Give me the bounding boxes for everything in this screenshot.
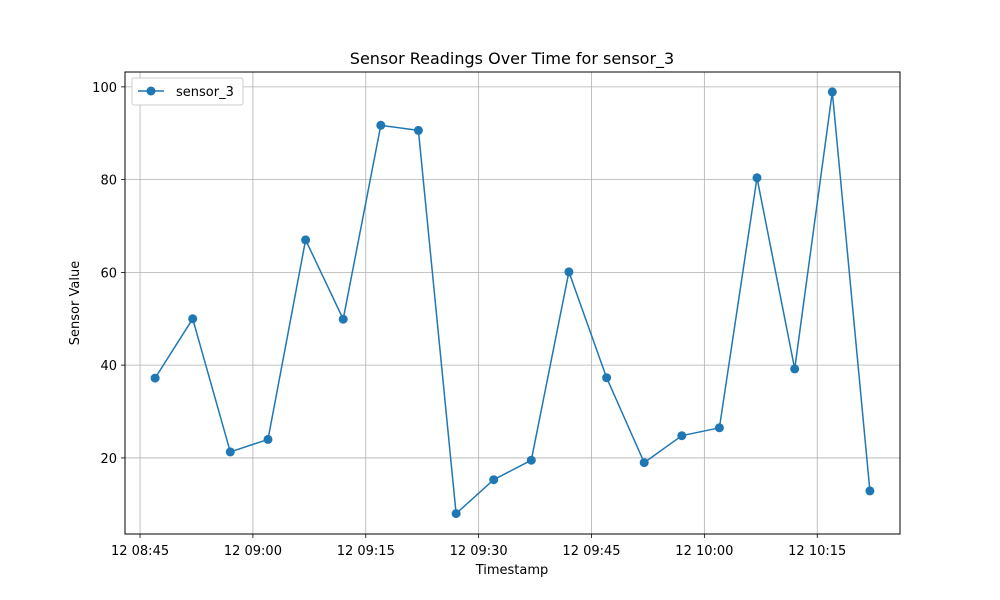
y-axis-label: Sensor Value [68,261,83,345]
x-axis-ticks: 12 08:45 12 09:00 12 09:15 12 09:30 12 09:45… [111,534,846,559]
legend-box [131,77,244,106]
x-tick-label: 12 10:00 [675,544,733,559]
legend-point-marker [146,86,156,96]
data-point [188,314,198,324]
data-point [639,458,649,468]
data-point [677,431,687,441]
x-tick-label: 12 09:30 [450,544,508,559]
x-tick-label: 12 09:15 [337,544,395,559]
y-tick-label: 100 [92,81,117,96]
data-point [413,125,423,135]
y-axis-ticks: 20 40 60 80 100 [92,81,125,467]
data-point [376,120,386,130]
data-point [263,434,273,444]
x-tick-label: 12 09:00 [224,544,282,559]
legend: sensor_3 [131,77,244,106]
series-line-sensor_3 [154,91,871,515]
data-point [338,314,348,324]
data-point [714,423,724,433]
data-point [602,373,612,383]
grid [125,72,900,534]
legend-label: sensor_3 [176,85,234,100]
data-point [225,447,235,457]
data-point [752,173,762,183]
data-point [827,87,837,97]
x-tick-label: 12 09:45 [562,544,620,559]
y-tick-label: 80 [100,174,117,189]
plot-area-frame [124,71,901,535]
series-layer [150,87,875,519]
data-point [526,455,536,465]
x-tick-label: 12 10:15 [788,544,846,559]
data-point [865,486,875,496]
x-axis-label: Timestamp [475,563,549,578]
chart-title: Sensor Readings Over Time for sensor_3 [350,49,674,69]
data-point [489,475,499,485]
data-point [451,509,461,519]
y-tick-label: 40 [100,359,117,374]
data-point [301,235,311,245]
y-tick-label: 20 [100,452,117,467]
y-tick-label: 60 [100,266,117,281]
x-tick-label: 12 08:45 [111,544,169,559]
data-point [564,267,574,277]
data-point [790,364,800,374]
data-point [150,373,160,383]
